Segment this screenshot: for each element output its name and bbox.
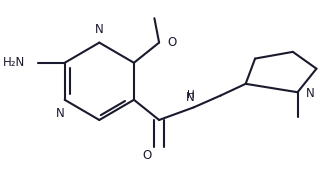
- Text: N: N: [305, 87, 314, 100]
- Text: H₂N: H₂N: [3, 56, 25, 69]
- Text: O: O: [167, 36, 176, 49]
- Text: O: O: [142, 149, 151, 162]
- Text: methoxy: methoxy: [151, 14, 157, 15]
- Text: N: N: [186, 91, 195, 104]
- Text: H: H: [187, 90, 195, 100]
- Text: N: N: [95, 23, 104, 36]
- Text: N: N: [55, 107, 64, 120]
